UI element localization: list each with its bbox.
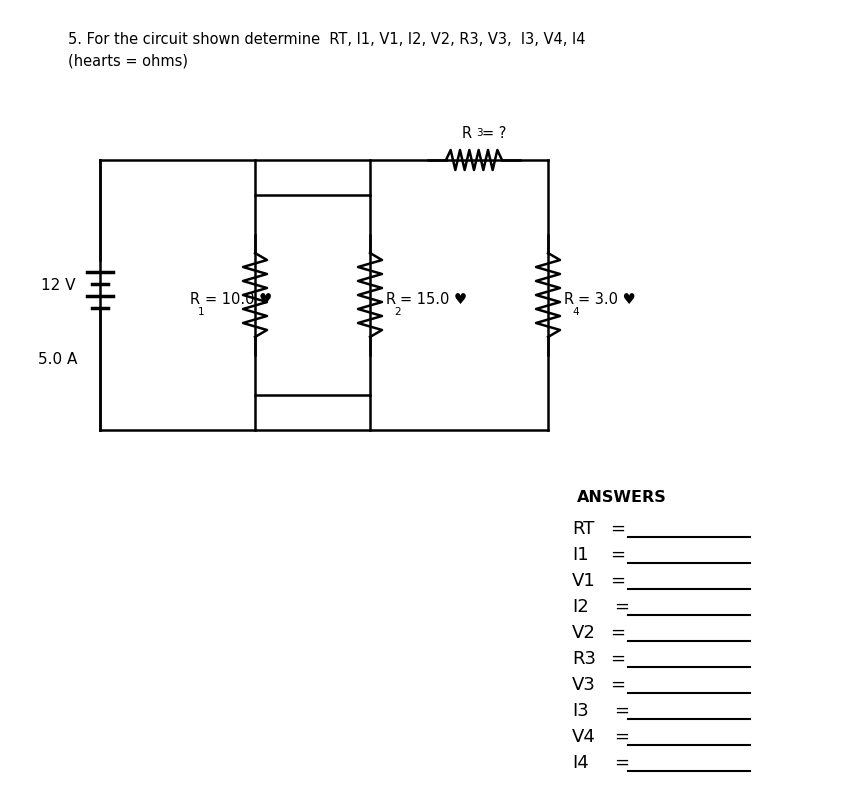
Text: R: R xyxy=(190,293,200,308)
Text: R3: R3 xyxy=(572,650,596,668)
Text: 1: 1 xyxy=(198,307,204,317)
Text: RT: RT xyxy=(572,520,595,538)
Text: V2: V2 xyxy=(572,624,595,642)
Text: =: = xyxy=(614,754,629,772)
Text: =: = xyxy=(614,728,629,746)
Text: 2: 2 xyxy=(394,307,401,317)
Text: V1: V1 xyxy=(572,572,595,590)
Text: I2: I2 xyxy=(572,598,589,616)
Text: =: = xyxy=(610,676,625,694)
Text: =: = xyxy=(614,702,629,720)
Text: I3: I3 xyxy=(572,702,589,720)
Text: I1: I1 xyxy=(572,546,589,564)
Text: 4: 4 xyxy=(572,307,578,317)
Text: 3: 3 xyxy=(476,128,482,138)
Text: = 10.0 ♥: = 10.0 ♥ xyxy=(205,293,272,308)
Text: =: = xyxy=(610,546,625,564)
Text: =: = xyxy=(610,520,625,538)
Text: ANSWERS: ANSWERS xyxy=(577,490,667,505)
Text: (hearts = ohms): (hearts = ohms) xyxy=(68,54,188,69)
Text: V3: V3 xyxy=(572,676,595,694)
Text: R: R xyxy=(564,293,574,308)
Text: = 3.0 ♥: = 3.0 ♥ xyxy=(578,293,636,308)
Text: =: = xyxy=(610,572,625,590)
Text: R: R xyxy=(386,293,396,308)
Text: 5.0 A: 5.0 A xyxy=(39,352,78,367)
Text: 12 V: 12 V xyxy=(40,279,76,294)
Text: = ?: = ? xyxy=(482,126,506,141)
Text: I4: I4 xyxy=(572,754,589,772)
Text: =: = xyxy=(610,624,625,642)
Text: = 15.0 ♥: = 15.0 ♥ xyxy=(400,293,467,308)
Text: 5. For the circuit shown determine  RT, I1, V1, I2, V2, R3, V3,  I3, V4, I4: 5. For the circuit shown determine RT, I… xyxy=(68,32,585,47)
Text: V4: V4 xyxy=(572,728,595,746)
Text: =: = xyxy=(610,650,625,668)
Text: R: R xyxy=(462,126,472,141)
Text: =: = xyxy=(614,598,629,616)
